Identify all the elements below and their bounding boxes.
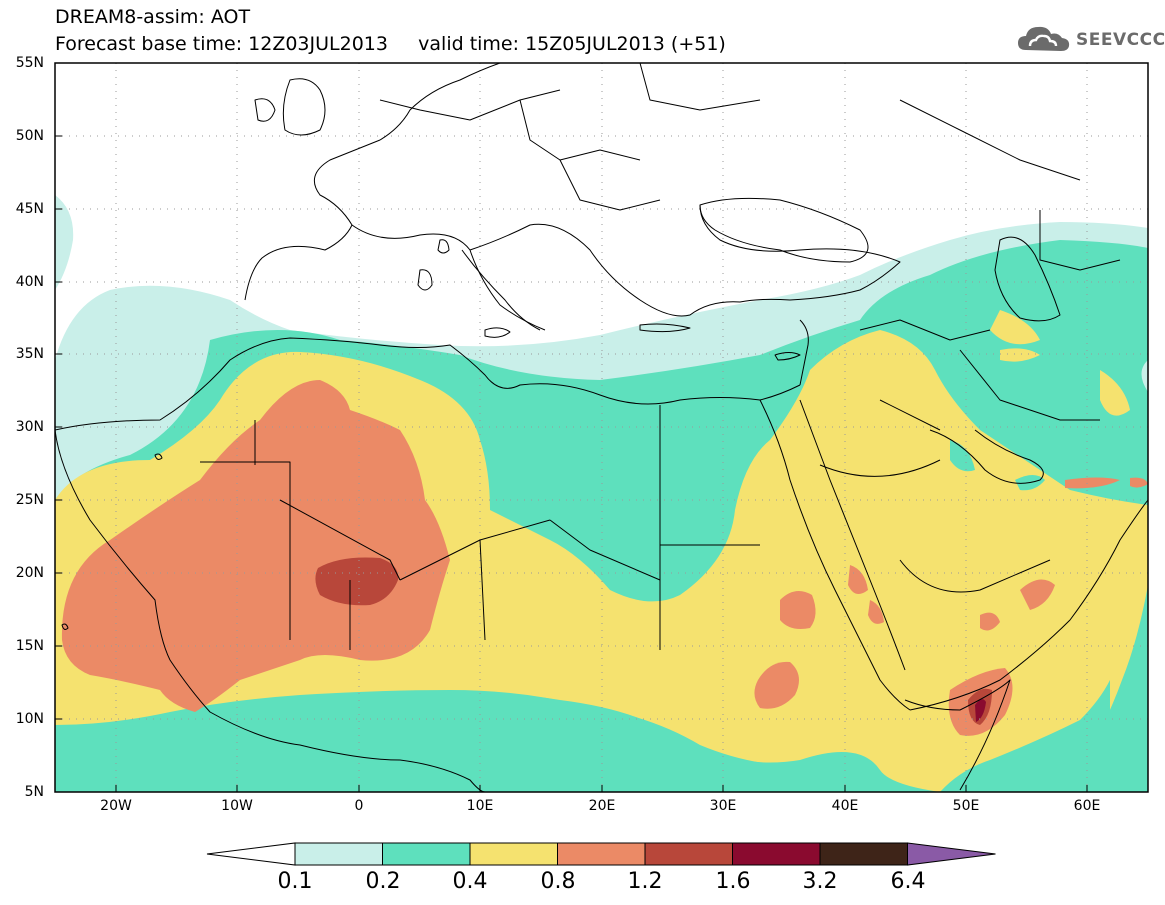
lon-label-10w: 10W: [221, 798, 253, 814]
logo-text: SEEVCCC: [1076, 30, 1165, 50]
lat-label-10n: 10N: [15, 711, 44, 727]
colorbar-label-0.1: 0.1: [277, 869, 313, 894]
colorbar-label-1.6: 1.6: [715, 869, 751, 894]
colorbar-label-0.2: 0.2: [365, 869, 401, 894]
axis-ticks: [55, 62, 1088, 793]
lat-label-15n: 15N: [15, 638, 44, 654]
lon-label-20w: 20W: [100, 798, 132, 814]
lat-label-30n: 30N: [15, 419, 44, 435]
lon-label-10e: 10E: [466, 798, 494, 814]
lat-label-20n: 20N: [15, 565, 44, 581]
colorbar-label-0.8: 0.8: [540, 869, 576, 894]
lat-label-35n: 35N: [15, 346, 44, 362]
colorbar-label-3.2: 3.2: [802, 869, 838, 894]
lat-label-45n: 45N: [15, 201, 44, 217]
aot-contour-level5: [315, 557, 992, 725]
lon-label-20e: 20E: [588, 798, 616, 814]
lat-label-55n: 55N: [15, 55, 44, 71]
lat-label-40n: 40N: [15, 274, 44, 290]
lon-label-0: 0: [354, 798, 364, 814]
map-gridlines: [55, 63, 1148, 792]
coastlines-borders: [55, 63, 1148, 792]
lon-label-50e: 50E: [952, 798, 980, 814]
lon-label-60e: 60E: [1073, 798, 1101, 814]
aot-contour-level6: [975, 699, 986, 722]
aot-contour-level4: [61, 380, 1148, 736]
seevccc-logo: SEEVCCC: [1016, 22, 1165, 58]
colorbar-label-1.2: 1.2: [627, 869, 663, 894]
lon-label-40e: 40E: [831, 798, 859, 814]
lat-label-5n: 5N: [24, 784, 44, 800]
colorbar-label-0.4: 0.4: [452, 869, 488, 894]
cloud-icon: [1018, 26, 1070, 51]
map-fields: [55, 63, 1148, 792]
map-title: DREAM8-assim: AOT: [55, 6, 251, 28]
lat-label-50n: 50N: [15, 128, 44, 144]
aot-contour-level2-pockets: [55, 440, 1110, 792]
lat-label-25n: 25N: [15, 492, 44, 508]
lon-label-30e: 30E: [709, 798, 737, 814]
colorbar-label-6.4: 6.4: [890, 869, 926, 894]
forecast-time-info: Forecast base time: 12Z03JUL2013 valid t…: [55, 33, 726, 55]
